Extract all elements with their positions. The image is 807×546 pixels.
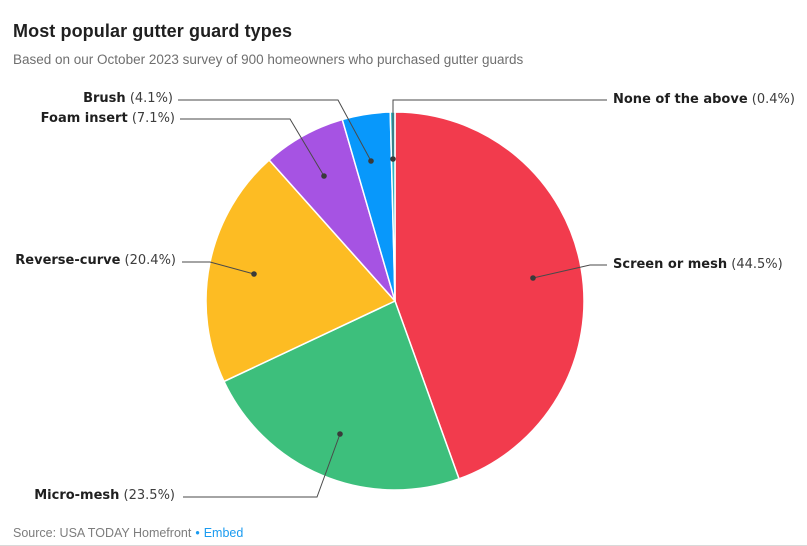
leader-line-screen-or-mesh: [532, 264, 607, 279]
slice-label-percent: (0.4%): [747, 92, 795, 107]
slice-label-reverse-curve: Reverse-curve (20.4%): [15, 253, 176, 269]
slice-label-name: Screen or mesh: [613, 257, 728, 272]
leader-line-micro-mesh: [183, 433, 341, 498]
leader-line-reverse-curve: [182, 261, 255, 275]
source-text: Source: USA TODAY Homefront: [13, 526, 192, 540]
slice-label-brush: Brush (4.1%): [83, 91, 173, 107]
leader-line-none-of-the-above: [392, 99, 607, 159]
slice-label-micro-mesh: Micro-mesh (23.5%): [34, 488, 175, 504]
slice-label-screen-or-mesh: Screen or mesh (44.5%): [613, 257, 783, 273]
leader-dot-none-of-the-above: [390, 156, 396, 162]
slice-label-percent: (7.1%): [127, 111, 175, 126]
slice-label-name: Reverse-curve: [15, 253, 121, 268]
slice-label-name: Brush: [83, 91, 126, 106]
pie-slice-screen-or-mesh[interactable]: [394, 111, 585, 480]
source-line: Source: USA TODAY Homefront • Embed: [13, 526, 243, 540]
slice-label-percent: (23.5%): [119, 488, 175, 503]
chart-title: Most popular gutter guard types: [13, 21, 293, 41]
leader-dot-micro-mesh: [337, 431, 343, 437]
pie-slice-micro-mesh[interactable]: [223, 300, 460, 491]
leader-line-brush: [178, 99, 372, 162]
slice-label-percent: (20.4%): [120, 253, 176, 268]
slice-label-percent: (4.1%): [125, 91, 173, 106]
embed-link[interactable]: Embed: [203, 526, 244, 540]
slice-label-foam-insert: Foam insert (7.1%): [41, 111, 175, 127]
leader-dot-screen-or-mesh: [530, 275, 536, 281]
leader-line-foam-insert: [180, 118, 325, 177]
slice-label-name: None of the above: [613, 92, 748, 107]
pie-slice-reverse-curve[interactable]: [205, 159, 396, 383]
chart-subtitle: Based on our October 2023 survey of 900 …: [13, 52, 524, 67]
slice-label-percent: (44.5%): [727, 257, 783, 272]
slice-label-name: Micro-mesh: [34, 488, 120, 503]
separator-dot: •: [195, 526, 200, 540]
leader-dot-foam-insert: [321, 173, 327, 179]
slice-label-name: Foam insert: [40, 111, 128, 126]
slice-label-none-of-the-above: None of the above (0.4%): [613, 92, 795, 108]
leader-dot-reverse-curve: [251, 271, 257, 277]
leader-dot-brush: [368, 158, 374, 164]
